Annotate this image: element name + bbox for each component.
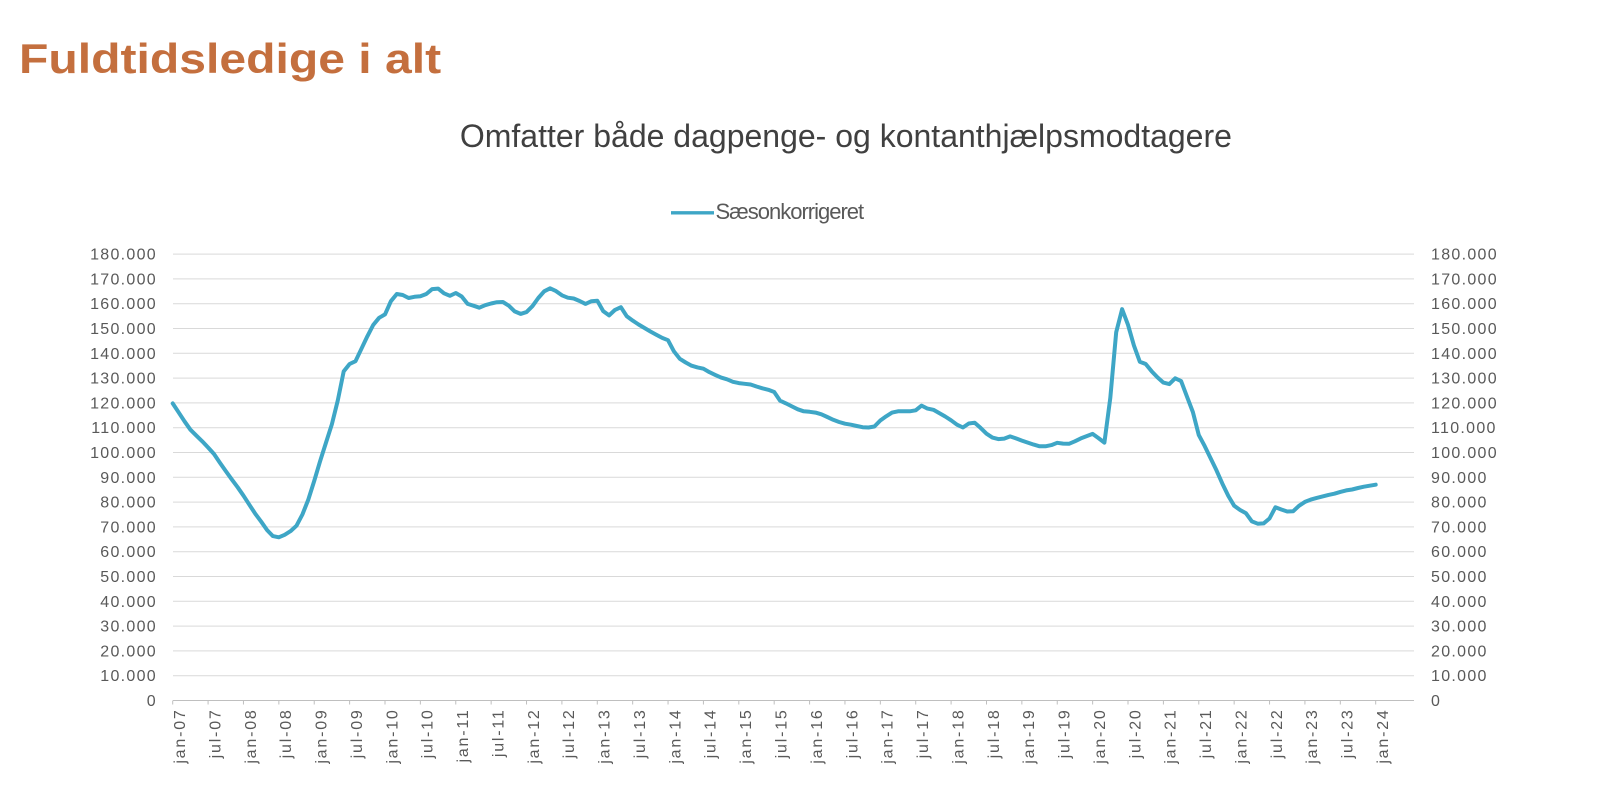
- svg-text:40.000: 40.000: [1431, 594, 1488, 611]
- svg-text:jan-17: jan-17: [880, 708, 897, 764]
- svg-text:20.000: 20.000: [1431, 643, 1488, 660]
- svg-text:150.000: 150.000: [90, 321, 157, 338]
- svg-text:jul-08: jul-08: [278, 708, 295, 759]
- svg-text:Omfatter både dagpenge- og kon: Omfatter både dagpenge- og kontanthjælps…: [460, 118, 1232, 154]
- svg-text:jan-15: jan-15: [738, 708, 755, 764]
- svg-text:jan-11: jan-11: [455, 708, 472, 763]
- svg-text:90.000: 90.000: [100, 470, 157, 487]
- svg-text:jan-08: jan-08: [243, 708, 260, 764]
- svg-text:30.000: 30.000: [100, 619, 157, 636]
- svg-text:10.000: 10.000: [100, 668, 157, 685]
- svg-text:180.000: 180.000: [1431, 247, 1498, 264]
- svg-text:jan-14: jan-14: [667, 708, 684, 764]
- svg-text:30.000: 30.000: [1431, 619, 1488, 636]
- svg-text:jul-22: jul-22: [1269, 708, 1286, 759]
- svg-text:170.000: 170.000: [90, 271, 157, 288]
- svg-text:jan-09: jan-09: [314, 708, 331, 764]
- svg-text:jul-17: jul-17: [915, 708, 932, 759]
- svg-text:110.000: 110.000: [91, 420, 157, 437]
- svg-text:jul-11: jul-11: [490, 708, 507, 758]
- svg-text:jul-07: jul-07: [207, 708, 224, 759]
- svg-text:180.000: 180.000: [90, 247, 157, 264]
- svg-text:jan-10: jan-10: [384, 708, 401, 764]
- svg-text:130.000: 130.000: [90, 371, 157, 388]
- svg-text:80.000: 80.000: [1431, 495, 1488, 512]
- svg-text:jul-18: jul-18: [986, 708, 1003, 759]
- svg-text:jan-12: jan-12: [526, 708, 543, 764]
- svg-text:jul-09: jul-09: [349, 708, 366, 759]
- svg-text:jan-22: jan-22: [1234, 708, 1251, 764]
- svg-text:jan-07: jan-07: [172, 708, 189, 764]
- svg-text:jan-21: jan-21: [1163, 708, 1180, 764]
- svg-text:jan-18: jan-18: [950, 708, 967, 764]
- svg-text:jul-23: jul-23: [1340, 708, 1357, 759]
- svg-text:jan-16: jan-16: [809, 708, 826, 764]
- svg-text:jul-13: jul-13: [632, 708, 649, 759]
- svg-text:jul-10: jul-10: [420, 708, 437, 759]
- svg-text:140.000: 140.000: [1431, 346, 1498, 363]
- svg-text:jan-20: jan-20: [1092, 708, 1109, 764]
- svg-text:80.000: 80.000: [100, 495, 157, 512]
- svg-text:130.000: 130.000: [1431, 371, 1498, 388]
- svg-text:jan-19: jan-19: [1021, 708, 1038, 764]
- svg-text:170.000: 170.000: [1431, 271, 1498, 288]
- svg-text:100.000: 100.000: [90, 445, 157, 462]
- svg-text:110.000: 110.000: [1431, 420, 1497, 437]
- svg-text:0: 0: [1431, 693, 1441, 710]
- svg-text:50.000: 50.000: [100, 569, 157, 586]
- svg-text:Sæsonkorrigeret: Sæsonkorrigeret: [716, 199, 865, 224]
- svg-text:jul-12: jul-12: [561, 708, 578, 759]
- svg-text:100.000: 100.000: [1431, 445, 1498, 462]
- svg-text:40.000: 40.000: [100, 594, 157, 611]
- svg-text:jul-14: jul-14: [703, 708, 720, 759]
- svg-text:120.000: 120.000: [90, 395, 157, 412]
- svg-text:jul-15: jul-15: [774, 708, 791, 759]
- svg-text:60.000: 60.000: [1431, 544, 1488, 561]
- svg-text:0: 0: [147, 693, 157, 710]
- svg-text:160.000: 160.000: [1431, 296, 1498, 313]
- svg-text:jul-21: jul-21: [1198, 708, 1215, 759]
- svg-text:60.000: 60.000: [100, 544, 157, 561]
- svg-text:jul-16: jul-16: [844, 708, 861, 759]
- svg-text:150.000: 150.000: [1431, 321, 1498, 338]
- svg-text:10.000: 10.000: [1431, 668, 1488, 685]
- svg-text:70.000: 70.000: [1431, 519, 1488, 536]
- svg-text:jan-13: jan-13: [597, 708, 614, 764]
- svg-text:90.000: 90.000: [1431, 470, 1488, 487]
- svg-text:70.000: 70.000: [100, 519, 157, 536]
- svg-text:120.000: 120.000: [1431, 395, 1498, 412]
- svg-text:jul-20: jul-20: [1127, 708, 1144, 759]
- svg-text:160.000: 160.000: [90, 296, 157, 313]
- svg-text:50.000: 50.000: [1431, 569, 1488, 586]
- svg-text:jul-19: jul-19: [1057, 708, 1074, 759]
- svg-text:140.000: 140.000: [90, 346, 157, 363]
- svg-text:jan-23: jan-23: [1304, 708, 1321, 764]
- svg-text:20.000: 20.000: [100, 643, 157, 660]
- svg-text:jan-24: jan-24: [1375, 708, 1392, 764]
